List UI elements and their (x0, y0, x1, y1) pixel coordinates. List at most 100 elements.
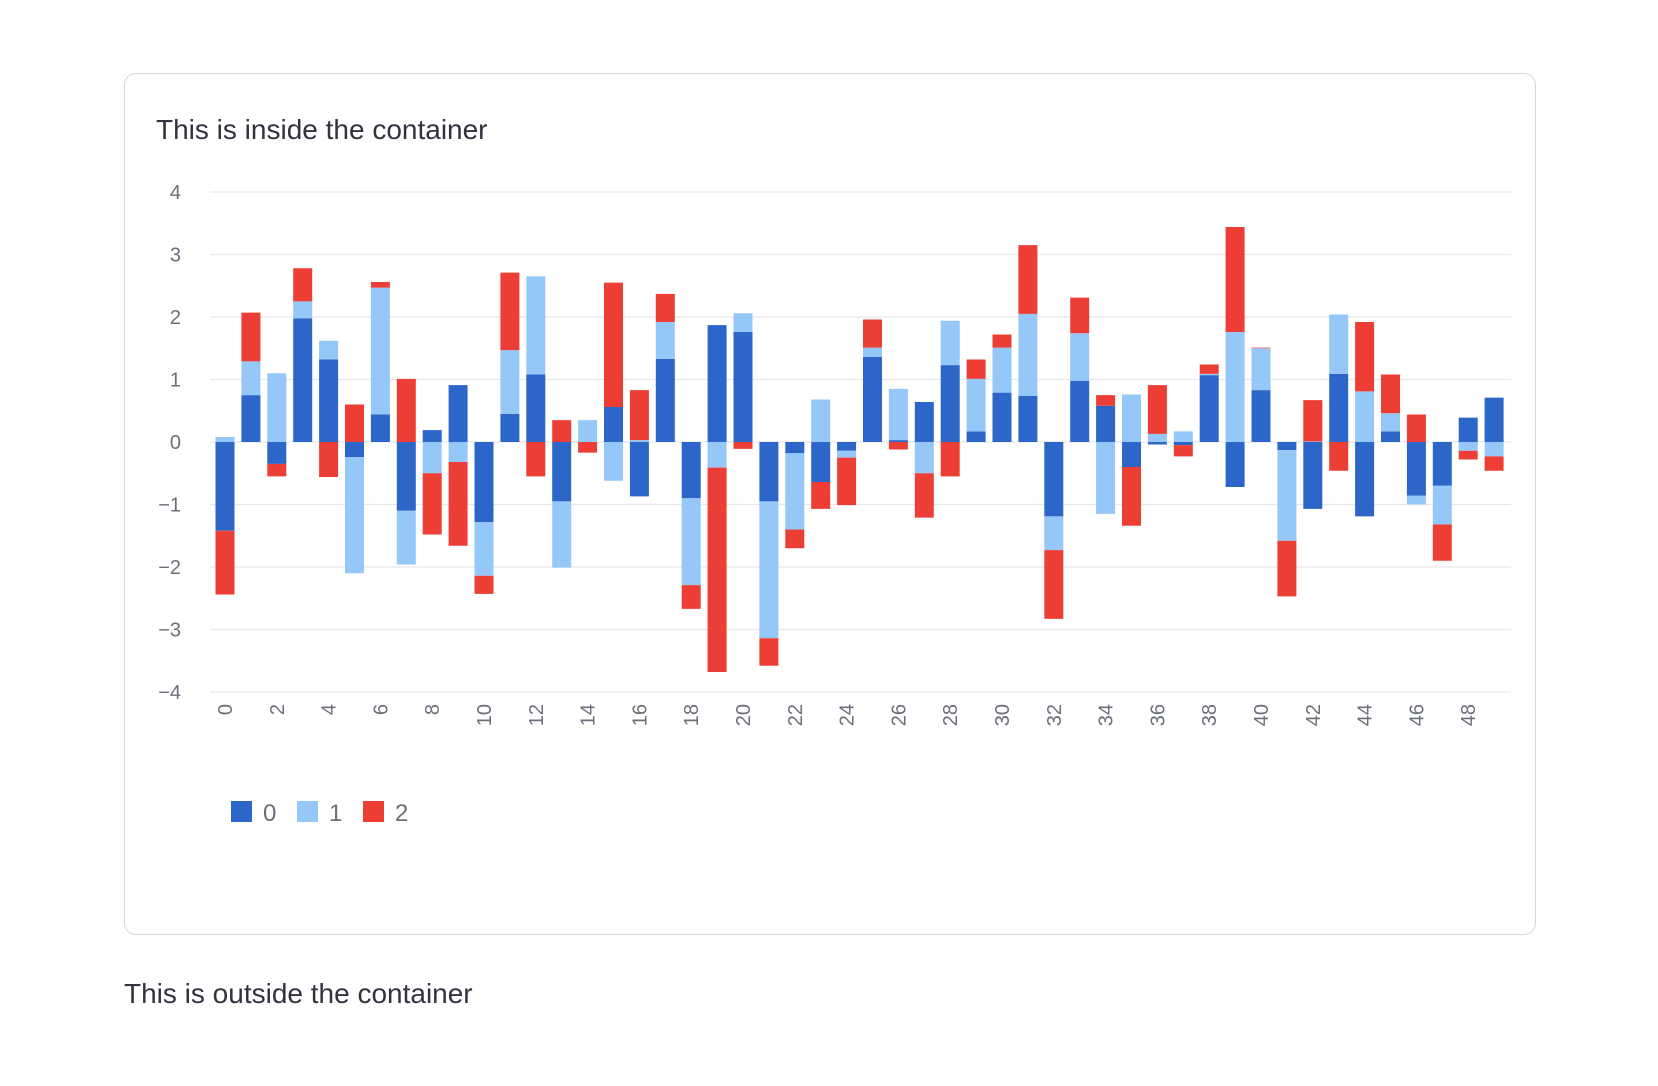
bar-series-2-x-38[interactable] (1199, 364, 1219, 374)
bar-series-2-x-29[interactable] (966, 359, 986, 379)
bar-series-1-x-34[interactable] (1096, 442, 1116, 514)
bar-series-2-x-4[interactable] (319, 442, 339, 477)
bar-series-2-x-5[interactable] (345, 404, 364, 443)
bar-series-1-x-39[interactable] (1225, 332, 1245, 442)
bar-series-0-x-18[interactable] (681, 442, 701, 499)
bar-series-0-x-26[interactable] (888, 440, 908, 442)
bar-series-1-x-14[interactable] (578, 420, 598, 442)
bar-series-0-x-39[interactable] (1225, 442, 1245, 487)
bar-series-0-x-44[interactable] (1355, 442, 1375, 517)
bar-series-2-x-1[interactable] (241, 312, 261, 362)
bar-series-1-x-40[interactable] (1251, 348, 1271, 391)
bar-series-2-x-45[interactable] (1381, 374, 1400, 414)
bar-series-1-x-28[interactable] (940, 320, 960, 366)
bar-series-1-x-37[interactable] (1173, 431, 1193, 442)
bar-series-0-x-5[interactable] (345, 442, 364, 457)
bar-series-1-x-11[interactable] (500, 350, 520, 414)
bar-series-1-x-10[interactable] (474, 522, 494, 576)
bar-series-0-x-48[interactable] (1458, 417, 1478, 442)
bar-series-2-x-19[interactable] (707, 467, 727, 672)
bar-series-2-x-18[interactable] (681, 585, 701, 609)
bar-series-0-x-19[interactable] (707, 325, 727, 442)
bar-series-2-x-28[interactable] (940, 442, 960, 477)
bar-series-1-x-29[interactable] (966, 378, 986, 432)
bar-series-1-x-41[interactable] (1277, 450, 1297, 541)
bar-series-2-x-2[interactable] (267, 463, 287, 477)
bar-series-0-x-25[interactable] (863, 357, 882, 442)
bar-series-1-x-7[interactable] (396, 510, 416, 565)
bar-series-2-x-40[interactable] (1251, 347, 1271, 349)
bar-series-0-x-29[interactable] (966, 431, 986, 442)
bar-series-2-x-17[interactable] (655, 293, 675, 322)
bar-series-1-x-16[interactable] (629, 440, 649, 442)
bar-series-2-x-44[interactable] (1355, 322, 1375, 392)
bar-series-0-x-6[interactable] (370, 414, 390, 443)
bar-series-2-x-35[interactable] (1122, 467, 1141, 526)
bar-series-1-x-9[interactable] (448, 442, 468, 462)
bar-series-2-x-15[interactable] (604, 282, 623, 407)
bar-series-2-x-11[interactable] (500, 272, 520, 351)
bar-series-1-x-48[interactable] (1458, 442, 1478, 451)
bar-series-0-x-40[interactable] (1251, 390, 1271, 442)
bar-series-2-x-26[interactable] (888, 442, 908, 450)
bar-series-1-x-30[interactable] (992, 347, 1012, 393)
bar-series-2-x-22[interactable] (785, 529, 805, 549)
bar-series-2-x-20[interactable] (733, 442, 753, 449)
bar-series-1-x-36[interactable] (1147, 433, 1167, 442)
bar-series-2-x-14[interactable] (578, 442, 598, 453)
bar-series-0-x-45[interactable] (1381, 431, 1400, 442)
bar-series-1-x-22[interactable] (785, 453, 805, 530)
bar-series-1-x-15[interactable] (604, 442, 623, 481)
bar-series-1-x-38[interactable] (1199, 373, 1219, 376)
bar-series-0-x-24[interactable] (837, 442, 857, 451)
bar-series-1-x-3[interactable] (293, 301, 313, 319)
bar-series-2-x-42[interactable] (1303, 400, 1323, 442)
bar-series-2-x-16[interactable] (629, 390, 649, 441)
bar-series-0-x-33[interactable] (1070, 380, 1090, 442)
bar-series-1-x-32[interactable] (1044, 516, 1064, 551)
bar-series-2-x-13[interactable] (552, 420, 572, 442)
bar-series-1-x-45[interactable] (1381, 413, 1400, 432)
bar-series-0-x-28[interactable] (940, 365, 960, 442)
bar-series-0-x-8[interactable] (422, 430, 442, 442)
bar-series-0-x-2[interactable] (267, 442, 287, 464)
bar-series-2-x-8[interactable] (422, 473, 442, 535)
bar-series-0-x-37[interactable] (1173, 442, 1193, 446)
bar-series-2-x-3[interactable] (293, 268, 313, 302)
bar-series-0-x-1[interactable] (241, 395, 261, 442)
bar-series-0-x-34[interactable] (1096, 405, 1116, 442)
bar-series-0-x-32[interactable] (1044, 442, 1064, 517)
bar-series-0-x-7[interactable] (396, 442, 416, 511)
bar-series-1-x-23[interactable] (811, 399, 831, 443)
bar-series-0-x-15[interactable] (604, 407, 623, 442)
bar-series-1-x-5[interactable] (345, 457, 364, 574)
bar-series-2-x-25[interactable] (863, 319, 882, 348)
bar-series-2-x-48[interactable] (1458, 450, 1478, 460)
bar-series-2-x-46[interactable] (1406, 414, 1426, 443)
bar-series-2-x-10[interactable] (474, 575, 494, 594)
bar-series-0-x-47[interactable] (1432, 442, 1452, 486)
bar-series-1-x-13[interactable] (552, 501, 572, 568)
bar-series-1-x-33[interactable] (1070, 333, 1090, 381)
bar-series-1-x-0[interactable] (215, 437, 235, 442)
bar-series-0-x-0[interactable] (215, 442, 235, 531)
bar-series-0-x-30[interactable] (992, 392, 1012, 442)
bar-series-1-x-24[interactable] (837, 450, 857, 458)
bar-series-0-x-46[interactable] (1406, 442, 1426, 496)
bar-series-1-x-12[interactable] (526, 276, 546, 375)
bar-series-1-x-47[interactable] (1432, 485, 1452, 525)
bar-series-0-x-22[interactable] (785, 442, 805, 454)
bar-series-0-x-41[interactable] (1277, 442, 1297, 451)
bar-series-0-x-4[interactable] (319, 359, 339, 443)
bar-series-2-x-47[interactable] (1432, 524, 1452, 561)
bar-series-2-x-12[interactable] (526, 442, 546, 477)
bar-series-2-x-31[interactable] (1018, 245, 1038, 314)
bar-series-1-x-1[interactable] (241, 361, 261, 396)
bar-series-2-x-30[interactable] (992, 334, 1012, 348)
bar-series-0-x-43[interactable] (1329, 373, 1349, 442)
bar-series-1-x-27[interactable] (914, 442, 934, 474)
bar-series-1-x-25[interactable] (863, 347, 882, 357)
bar-series-1-x-19[interactable] (707, 442, 727, 468)
bar-series-1-x-31[interactable] (1018, 313, 1038, 396)
bar-series-2-x-9[interactable] (448, 462, 468, 546)
